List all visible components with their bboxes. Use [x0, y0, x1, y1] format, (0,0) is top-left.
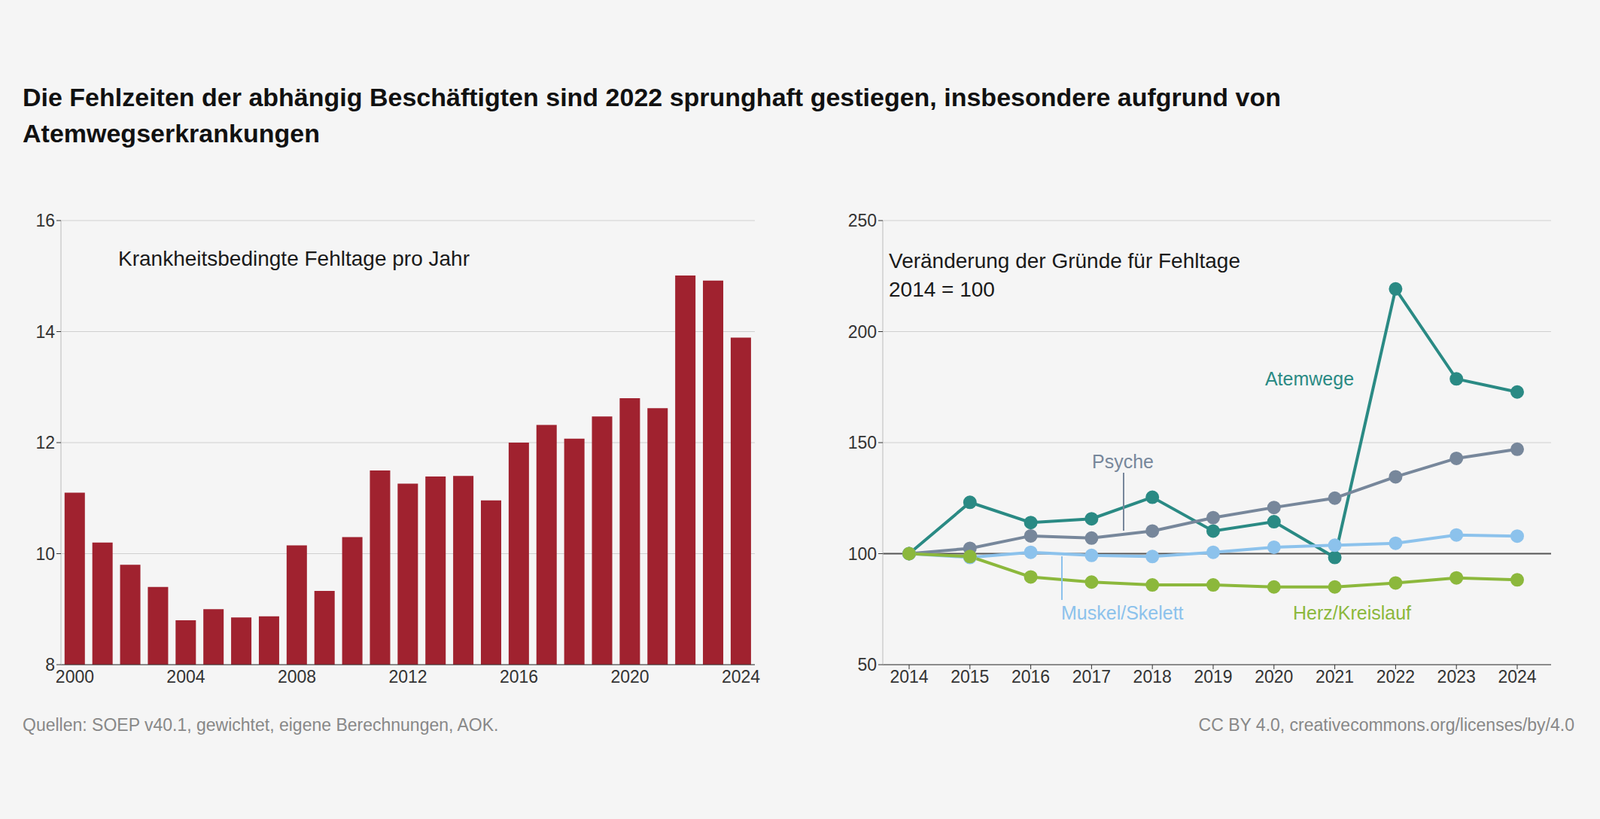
svg-text:2016: 2016: [499, 666, 539, 687]
svg-text:2014: 2014: [889, 666, 928, 687]
html-text:Atemwege: Atemwege: [1265, 367, 1354, 389]
svg-text:100: 100: [848, 544, 877, 564]
svg-text:2012: 2012: [388, 666, 427, 687]
svg-text:2020: 2020: [610, 666, 649, 687]
svg-text:8: 8: [45, 654, 55, 675]
svg-text:10: 10: [35, 544, 55, 564]
html-text:Veränderung der Gründe für Feh: Veränderung der Gründe für Fehltage: [888, 249, 1241, 273]
svg-text:2021: 2021: [1315, 666, 1354, 687]
svg-text:2024: 2024: [1497, 666, 1537, 687]
svg-text:250: 250: [848, 210, 877, 231]
svg-text:2019: 2019: [1193, 666, 1232, 687]
svg-text:2015: 2015: [950, 666, 989, 687]
svg-text:2024: 2024: [721, 666, 761, 687]
svg-text:2008: 2008: [277, 666, 317, 687]
svg-text:50: 50: [857, 654, 877, 675]
html-text:2014 = 100: 2014 = 100: [888, 277, 995, 302]
svg-text:2018: 2018: [1133, 666, 1172, 687]
svg-text:14: 14: [35, 322, 55, 342]
svg-text:2016: 2016: [1011, 666, 1050, 687]
svg-text:12: 12: [35, 432, 55, 453]
svg-text:2020: 2020: [1254, 666, 1293, 687]
svg-text:2004: 2004: [166, 666, 205, 687]
html-text:Quellen: SOEP v40.1, gewichtet: Quellen: SOEP v40.1, gewichtet, eigene B…: [22, 714, 499, 735]
svg-text:2022: 2022: [1376, 666, 1415, 687]
html-text:Krankheitsbedingte Fehltage pr: Krankheitsbedingte Fehltage pro Jahr: [118, 246, 470, 271]
html-text:Die Fehlzeiten der abhängig Be: Die Fehlzeiten der abhängig Beschäftigte…: [22, 82, 1281, 148]
svg-text:200: 200: [848, 322, 877, 342]
svg-text:2017: 2017: [1072, 666, 1111, 687]
svg-text:150: 150: [848, 432, 877, 453]
html-text:Herz/Kreislauf: Herz/Kreislauf: [1292, 601, 1412, 623]
svg-text:2023: 2023: [1437, 666, 1476, 687]
svg-text:2000: 2000: [55, 666, 95, 687]
html-text:Muskel/Skelett: Muskel/Skelett: [1061, 601, 1184, 623]
svg-text:16: 16: [35, 210, 55, 231]
html-text:CC BY 4.0, creativecommons.org: CC BY 4.0, creativecommons.org/licenses/…: [1198, 714, 1575, 735]
html-text:Psyche: Psyche: [1092, 450, 1154, 472]
